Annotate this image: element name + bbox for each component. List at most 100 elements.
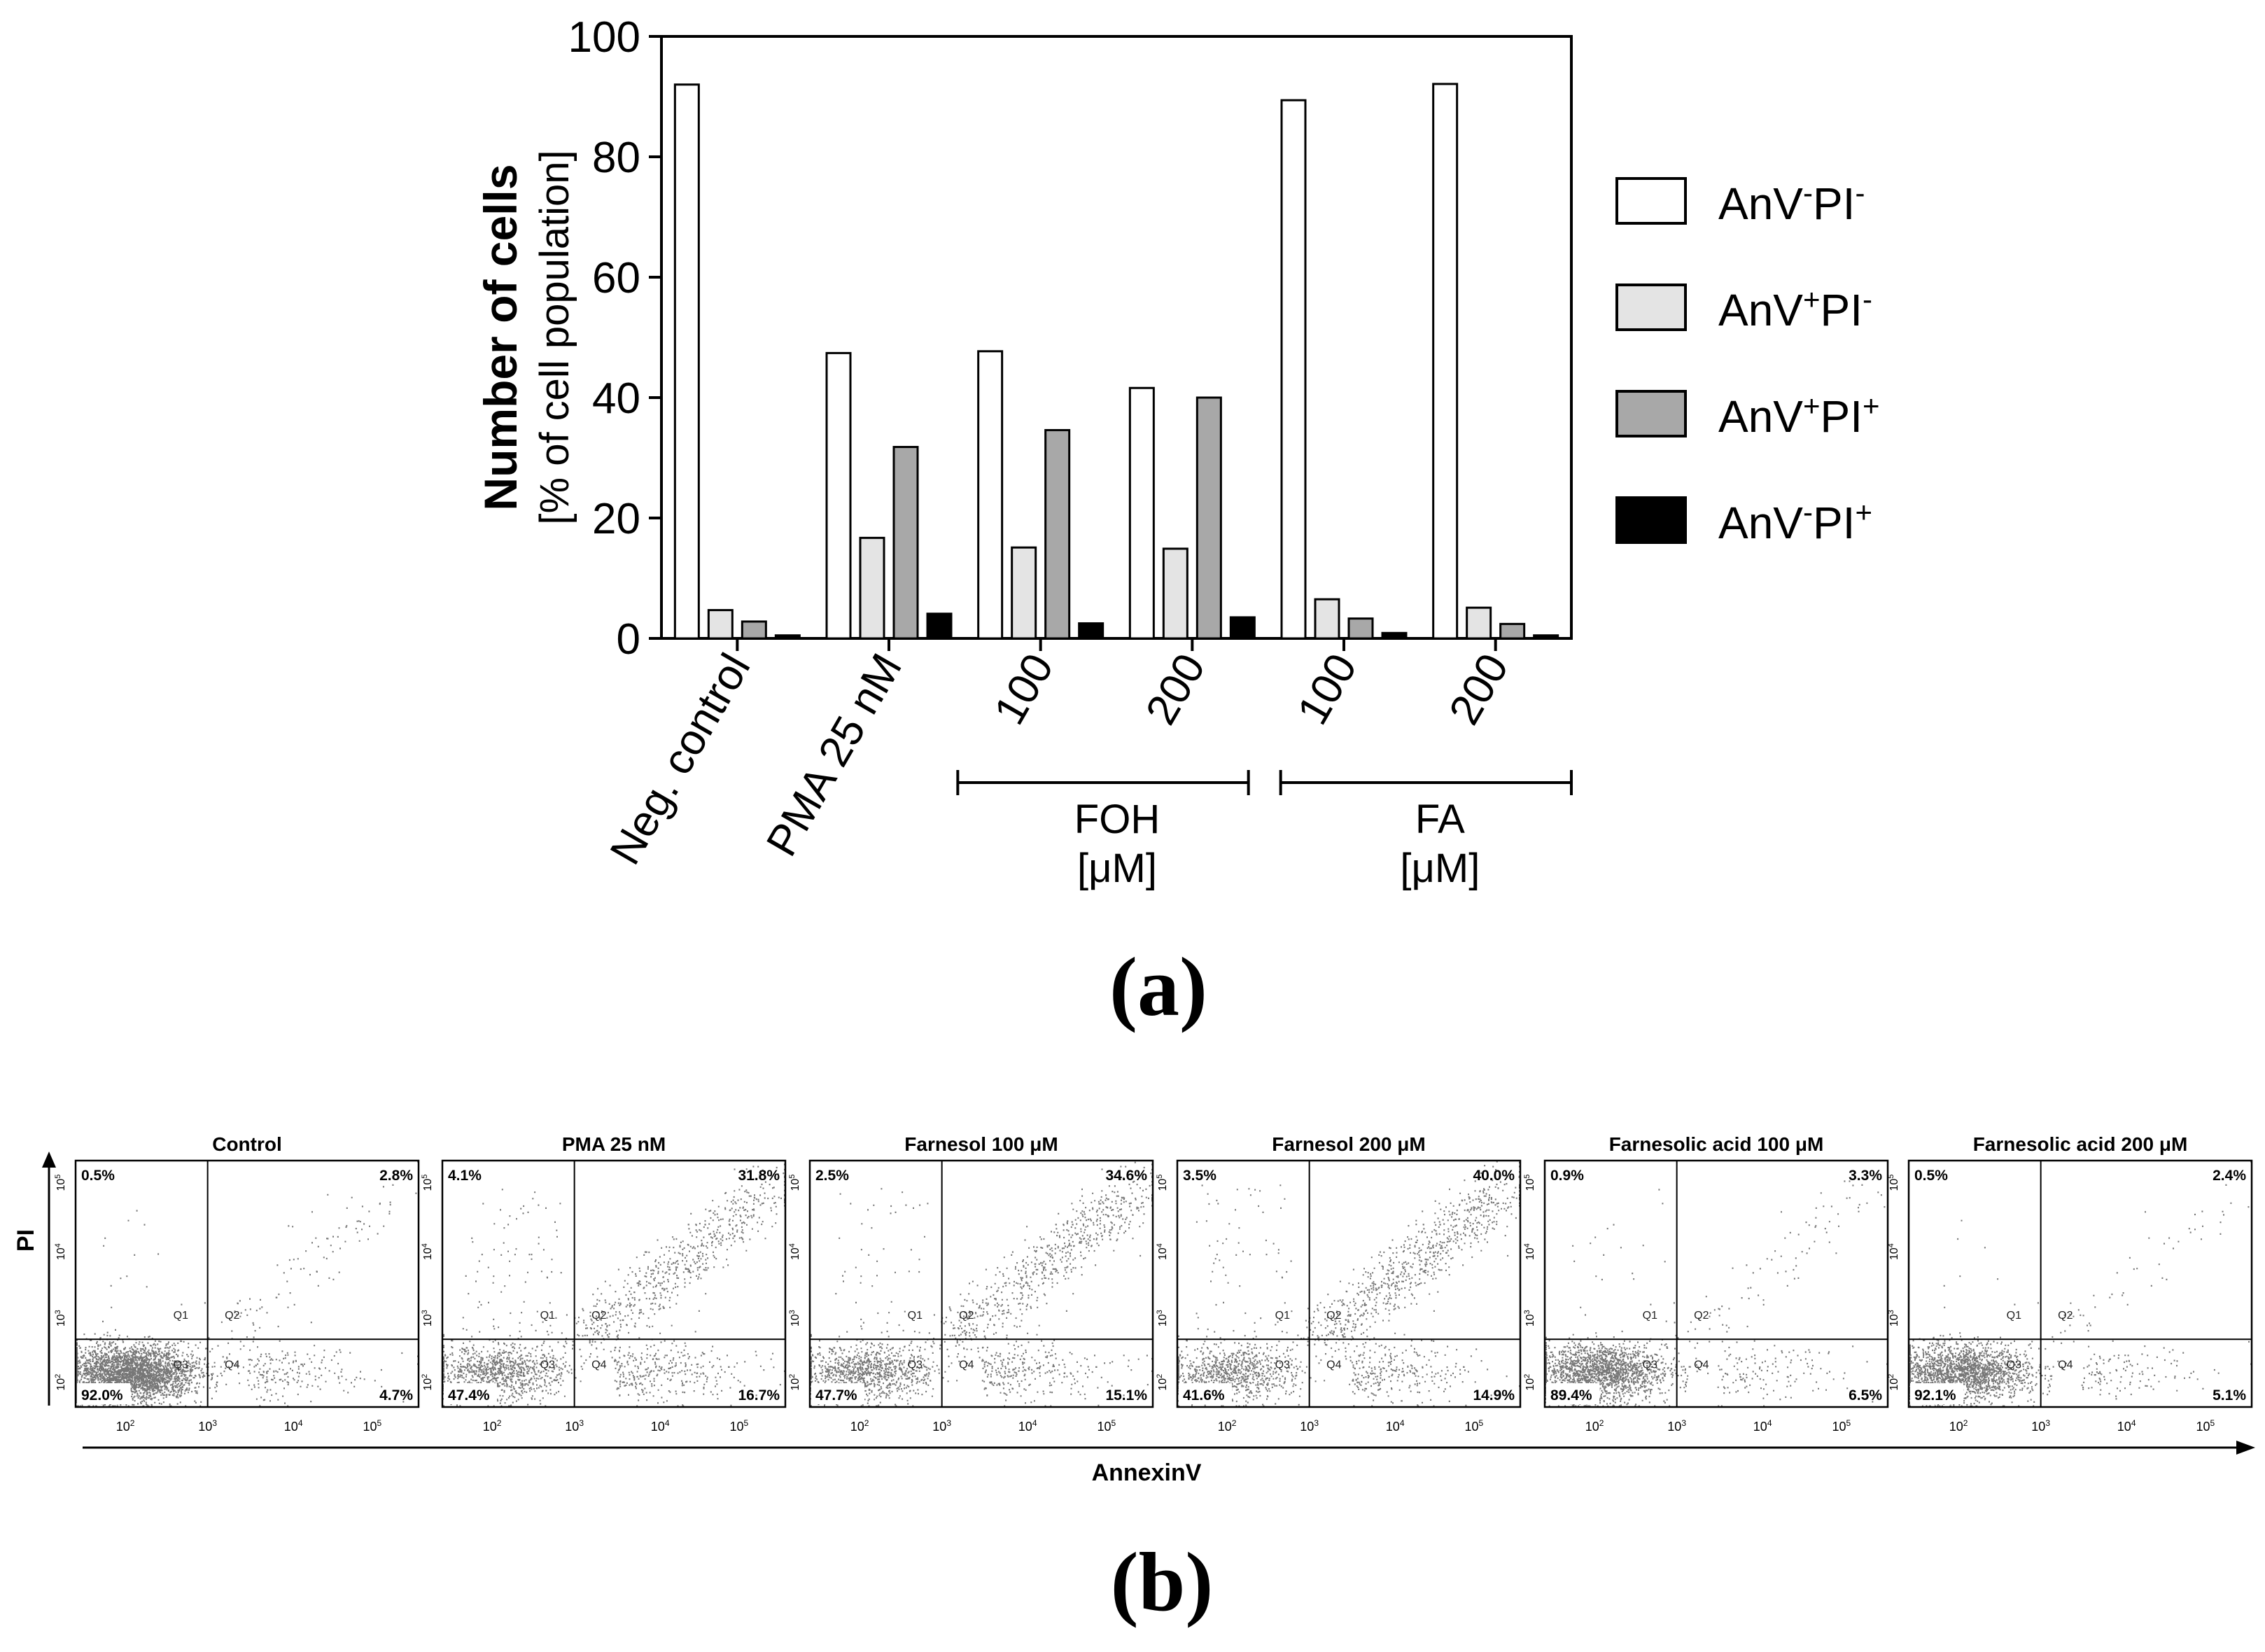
tick-exp: 5	[1156, 1175, 1164, 1179]
x-tick-label: 104	[1018, 1418, 1037, 1434]
x-tick-label: 105	[729, 1418, 748, 1434]
quadrant-name: Q2	[1694, 1310, 1709, 1322]
pct-lower-right: 14.9%	[1473, 1387, 1515, 1404]
x-tick-label: 105	[363, 1418, 381, 1434]
pct-lower-left: 92.1%	[1914, 1387, 1956, 1404]
legend-mid: PI	[1813, 498, 1855, 548]
tick-exp: 5	[54, 1175, 62, 1179]
y-tick-label: 102	[421, 1374, 434, 1391]
tick-base: 10	[1524, 1179, 1536, 1191]
tick-exp: 3	[579, 1418, 584, 1428]
bar-AnVposPIneg-0	[707, 609, 734, 640]
x-tick-label: 105	[1097, 1418, 1116, 1434]
pct-upper-left: 0.5%	[81, 1168, 115, 1184]
legend-mid: PI	[1821, 285, 1863, 335]
y-tick-label: 80	[592, 134, 640, 182]
panel-frame	[441, 1159, 787, 1408]
tick-exp: 4	[1156, 1243, 1164, 1247]
bar-AnVposPIpos-0	[741, 620, 767, 640]
tick-exp: 4	[1887, 1243, 1895, 1247]
bar-AnVnegPIneg-0	[673, 83, 700, 640]
tick-exp: 5	[421, 1175, 429, 1179]
y-tick-label: 0	[617, 615, 640, 664]
tick-base: 10	[1524, 1314, 1536, 1326]
tick-base: 10	[1097, 1420, 1111, 1434]
pct-bg	[1179, 1383, 1232, 1404]
pct-lower-left: 41.6%	[1183, 1387, 1225, 1404]
x-axis-title: AnnexinV	[1092, 1460, 1202, 1486]
tick-exp: 3	[1156, 1310, 1164, 1314]
tick-base: 10	[1157, 1179, 1169, 1191]
y-tick-label: 104	[54, 1243, 67, 1260]
y-axis-title: [% of cell population]	[532, 150, 577, 524]
y-tick-label: 103	[788, 1310, 801, 1326]
pct-lower-right: 5.1%	[2213, 1387, 2246, 1404]
quadrant-name: Q1	[908, 1310, 923, 1322]
tick-base: 10	[55, 1378, 67, 1391]
x-tick-label: 102	[483, 1418, 502, 1434]
x-tick-label: 105	[2196, 1418, 2215, 1434]
panel-title: Farnesol 100 μM	[904, 1133, 1058, 1155]
tick-base: 10	[1157, 1247, 1169, 1260]
tick-base: 10	[422, 1314, 434, 1326]
bar-AnVposPIpos-3	[1195, 396, 1222, 640]
pct-lower-right: 15.1%	[1105, 1387, 1147, 1404]
tick-exp: 3	[788, 1310, 797, 1314]
x-tick-label: 102	[1585, 1418, 1604, 1434]
panel-label-b: (b)	[1111, 1535, 1214, 1628]
tick-exp: 2	[1232, 1418, 1237, 1428]
tick-exp: 2	[1523, 1374, 1531, 1378]
panel-title: Farnesolic acid 200 μM	[1973, 1133, 2188, 1155]
x-axis-arrowhead	[2236, 1441, 2255, 1455]
tick-base: 10	[1300, 1420, 1314, 1434]
pct-bg	[1546, 1383, 1599, 1404]
dot-plot-panel-2: Farnesol 100 μM Q1 Q2 Q3 Q4 2.5% 34.6% 47.7% 15.…	[788, 1133, 1154, 1434]
y-axis-title-bold: Number of cells	[475, 164, 526, 510]
bar-AnVposPIneg-5	[1466, 606, 1492, 640]
x-tick-label: 103	[565, 1418, 584, 1434]
legend-mid: PI	[1821, 391, 1863, 442]
scatter-events	[811, 1161, 1153, 1407]
tick-base: 10	[1667, 1420, 1681, 1434]
tick-exp: 4	[298, 1418, 303, 1428]
legend-label-1: AnV+PI-	[1718, 283, 1872, 336]
quadrant-name: Q3	[1643, 1359, 1657, 1371]
tick-exp: 4	[1400, 1418, 1405, 1428]
bar-AnVnegPIneg-2	[977, 350, 1004, 640]
y-tick-label: 103	[1523, 1310, 1536, 1326]
x-tick-label: PMA 25 nM	[757, 646, 911, 864]
y-tick-label: 105	[421, 1175, 434, 1191]
y-tick-label: 102	[1887, 1374, 1900, 1391]
scatter-events	[443, 1163, 785, 1407]
bar-AnVnegPIpos-3	[1229, 616, 1256, 640]
tick-base: 10	[729, 1420, 743, 1434]
quadrant-name: Q3	[1275, 1359, 1290, 1371]
quadrant-name: Q2	[959, 1310, 974, 1322]
plot-frame	[660, 35, 1573, 640]
y-tick-label: 105	[1887, 1175, 1900, 1191]
tick-exp: 2	[864, 1418, 869, 1428]
tick-exp: 3	[1887, 1310, 1895, 1314]
pct-upper-right: 34.6%	[1105, 1168, 1147, 1184]
pct-bg	[444, 1383, 497, 1404]
dot-plot-panel-4: Farnesolic acid 100 μM Q1 Q2 Q3 Q4 0.9% 3.3% 89…	[1523, 1133, 1889, 1434]
pct-lower-left: 47.7%	[815, 1387, 857, 1404]
y-tick-label: 105	[54, 1175, 67, 1191]
pct-upper-right: 31.8%	[738, 1168, 780, 1184]
bar-AnVnegPIneg-4	[1280, 99, 1307, 640]
quadrant-name: Q2	[2058, 1310, 2073, 1322]
tick-exp: 3	[1314, 1418, 1319, 1428]
y-tick-label: 102	[1523, 1374, 1536, 1391]
pct-upper-left: 0.5%	[1914, 1168, 1948, 1184]
tick-exp: 5	[1479, 1418, 1484, 1428]
tick-exp: 5	[788, 1175, 797, 1179]
tick-base: 10	[1949, 1420, 1963, 1434]
tick-base: 10	[790, 1247, 801, 1260]
quadrant-name: Q1	[540, 1310, 555, 1322]
tick-exp: 3	[421, 1310, 429, 1314]
group-label-foh: FOH	[1074, 797, 1160, 842]
legend-label-2: AnV+PI+	[1718, 389, 1880, 442]
tick-base: 10	[850, 1420, 864, 1434]
